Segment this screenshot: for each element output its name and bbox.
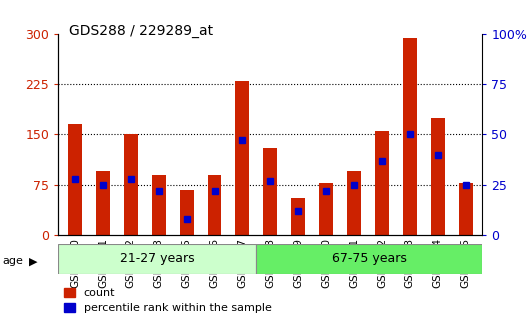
Bar xyxy=(124,134,138,235)
Legend: count, percentile rank within the sample: count, percentile rank within the sample xyxy=(64,288,272,313)
Bar xyxy=(208,175,222,235)
Bar xyxy=(375,131,389,235)
Bar xyxy=(458,183,473,235)
Text: 67-75 years: 67-75 years xyxy=(332,252,407,265)
Bar xyxy=(96,171,110,235)
Bar xyxy=(68,124,82,235)
Bar xyxy=(347,171,361,235)
Bar xyxy=(291,198,305,235)
Bar xyxy=(235,81,250,235)
Bar xyxy=(152,175,166,235)
Bar xyxy=(256,244,482,274)
Bar xyxy=(319,183,333,235)
Text: 21-27 years: 21-27 years xyxy=(120,252,195,265)
Text: age: age xyxy=(3,256,23,266)
Bar xyxy=(431,118,445,235)
Text: ▶: ▶ xyxy=(29,256,38,266)
Bar xyxy=(403,38,417,235)
Bar xyxy=(263,148,277,235)
Bar xyxy=(58,244,256,274)
Text: GDS288 / 229289_at: GDS288 / 229289_at xyxy=(69,24,213,38)
Bar xyxy=(180,190,193,235)
